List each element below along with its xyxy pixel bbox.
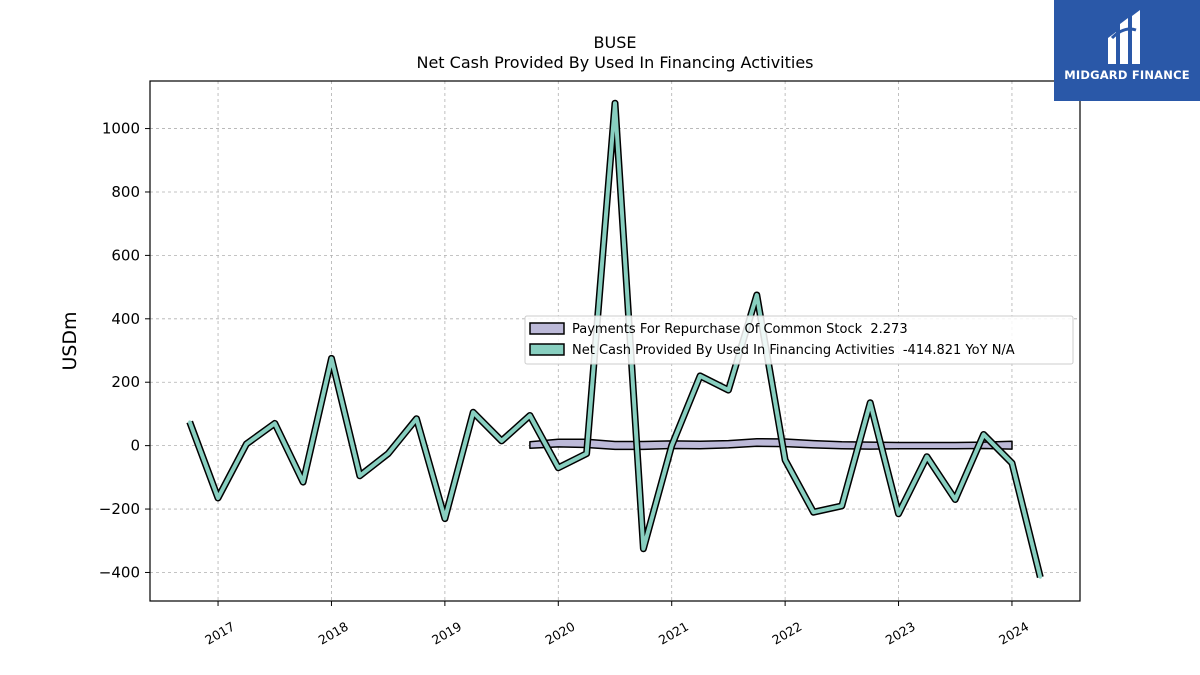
financing-data-point [556, 466, 560, 470]
financing-data-point [273, 421, 277, 425]
axis-ticks: −400 −200 0 200 400 600 800 1000 2017 2018 2019 202… [99, 120, 1031, 648]
financing-data-point [386, 452, 390, 456]
x-tick-label: 2019 [429, 619, 464, 648]
financing-data-point [670, 444, 674, 448]
y-tick-label: −400 [99, 563, 140, 581]
legend-swatch-financing [529, 343, 565, 356]
legend-box [524, 315, 1074, 365]
financing-series [186, 99, 1044, 579]
financing-data-point [783, 458, 787, 462]
y-tick-label: −200 [99, 500, 140, 518]
financing-data-point [613, 101, 617, 105]
axes-frame [149, 80, 1081, 602]
financing-data-point [868, 401, 872, 405]
x-tick-label: 2020 [543, 619, 578, 648]
y-axis-label: USDm [59, 311, 81, 370]
midgard-logo-icon [1108, 10, 1140, 64]
x-tick-label: 2022 [769, 619, 804, 648]
financing-data-point [471, 410, 475, 414]
financing-data-point [953, 498, 957, 501]
financing-data-point [641, 547, 645, 551]
financing-data-point [301, 480, 305, 484]
financing-data-point [244, 442, 248, 446]
financing-data-point [698, 374, 702, 378]
x-tick-label: 2017 [202, 619, 237, 648]
y-tick-label: 0 [130, 437, 140, 455]
financing-data-point [358, 474, 362, 478]
financing-data-point [216, 496, 220, 500]
financing-data-point [755, 293, 759, 297]
brand-name: MIDGARD FINANCE [1064, 68, 1190, 82]
y-tick-label: 800 [111, 183, 140, 201]
legend-label-repurchase: Payments For Repurchase Of Common Stock … [572, 322, 908, 337]
y-tick-label: 400 [111, 310, 140, 328]
financing-data-point [585, 452, 589, 456]
repurchase-band [529, 437, 1013, 451]
financing-data-point [1010, 461, 1014, 465]
financing-data-point [982, 433, 986, 436]
financing-data-point [1038, 575, 1042, 579]
financing-data-point [840, 504, 844, 508]
brand-logo: MIDGARD FINANCE [1054, 0, 1200, 101]
y-tick-label: 1000 [102, 120, 140, 138]
financing-data-point [443, 517, 447, 521]
x-tick-label: 2023 [883, 619, 918, 648]
financing-data-point [812, 510, 815, 514]
y-tick-label: 200 [111, 373, 140, 391]
financing-data-point [897, 512, 900, 516]
financing-data-point [925, 455, 929, 459]
financing-data-point [500, 439, 504, 443]
x-tick-label: 2018 [316, 619, 351, 648]
y-tick-label: 600 [111, 246, 140, 264]
financing-data-point [528, 414, 532, 417]
legend-label-financing: Net Cash Provided By Used In Financing A… [572, 343, 1015, 358]
repurchase-series [529, 437, 1013, 451]
financing-data-point [726, 388, 730, 392]
financing-data-point [188, 420, 192, 424]
legend: Payments For Repurchase Of Common Stock … [524, 315, 1074, 365]
financing-data-point [330, 356, 333, 360]
chart-title: BUSE [594, 33, 637, 52]
chart-subtitle: Net Cash Provided By Used In Financing A… [416, 53, 813, 72]
x-tick-label: 2021 [656, 619, 691, 648]
x-tick-label: 2024 [996, 619, 1031, 648]
legend-swatch-repurchase [529, 322, 565, 335]
financing-data-point [415, 417, 418, 421]
